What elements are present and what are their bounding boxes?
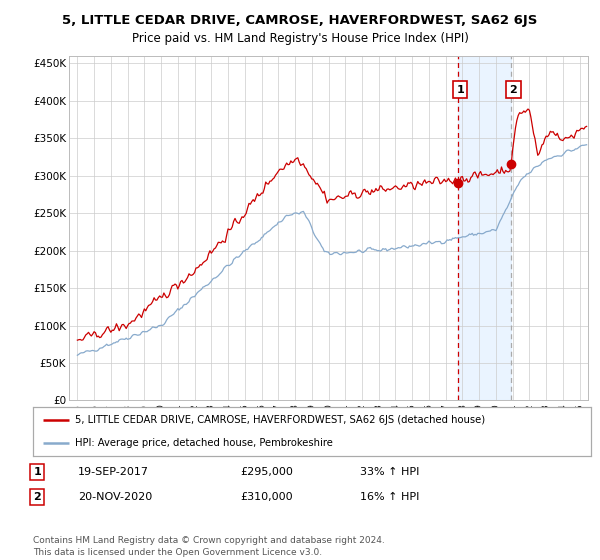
- Text: 1: 1: [457, 85, 464, 95]
- Text: 33% ↑ HPI: 33% ↑ HPI: [360, 467, 419, 477]
- Text: £295,000: £295,000: [240, 467, 293, 477]
- Text: 20-NOV-2020: 20-NOV-2020: [78, 492, 152, 502]
- Text: Contains HM Land Registry data © Crown copyright and database right 2024.
This d: Contains HM Land Registry data © Crown c…: [33, 536, 385, 557]
- Text: 2: 2: [509, 85, 517, 95]
- Text: Price paid vs. HM Land Registry's House Price Index (HPI): Price paid vs. HM Land Registry's House …: [131, 32, 469, 45]
- Bar: [458, 56, 511, 400]
- Text: £310,000: £310,000: [240, 492, 293, 502]
- Text: 5, LITTLE CEDAR DRIVE, CAMROSE, HAVERFORDWEST, SA62 6JS: 5, LITTLE CEDAR DRIVE, CAMROSE, HAVERFOR…: [62, 14, 538, 27]
- Text: 19-SEP-2017: 19-SEP-2017: [78, 467, 149, 477]
- Text: 2: 2: [34, 492, 41, 502]
- Text: 1: 1: [34, 467, 41, 477]
- Text: 5, LITTLE CEDAR DRIVE, CAMROSE, HAVERFORDWEST, SA62 6JS (detached house): 5, LITTLE CEDAR DRIVE, CAMROSE, HAVERFOR…: [75, 416, 485, 426]
- Text: HPI: Average price, detached house, Pembrokeshire: HPI: Average price, detached house, Pemb…: [75, 438, 333, 448]
- Text: 16% ↑ HPI: 16% ↑ HPI: [360, 492, 419, 502]
